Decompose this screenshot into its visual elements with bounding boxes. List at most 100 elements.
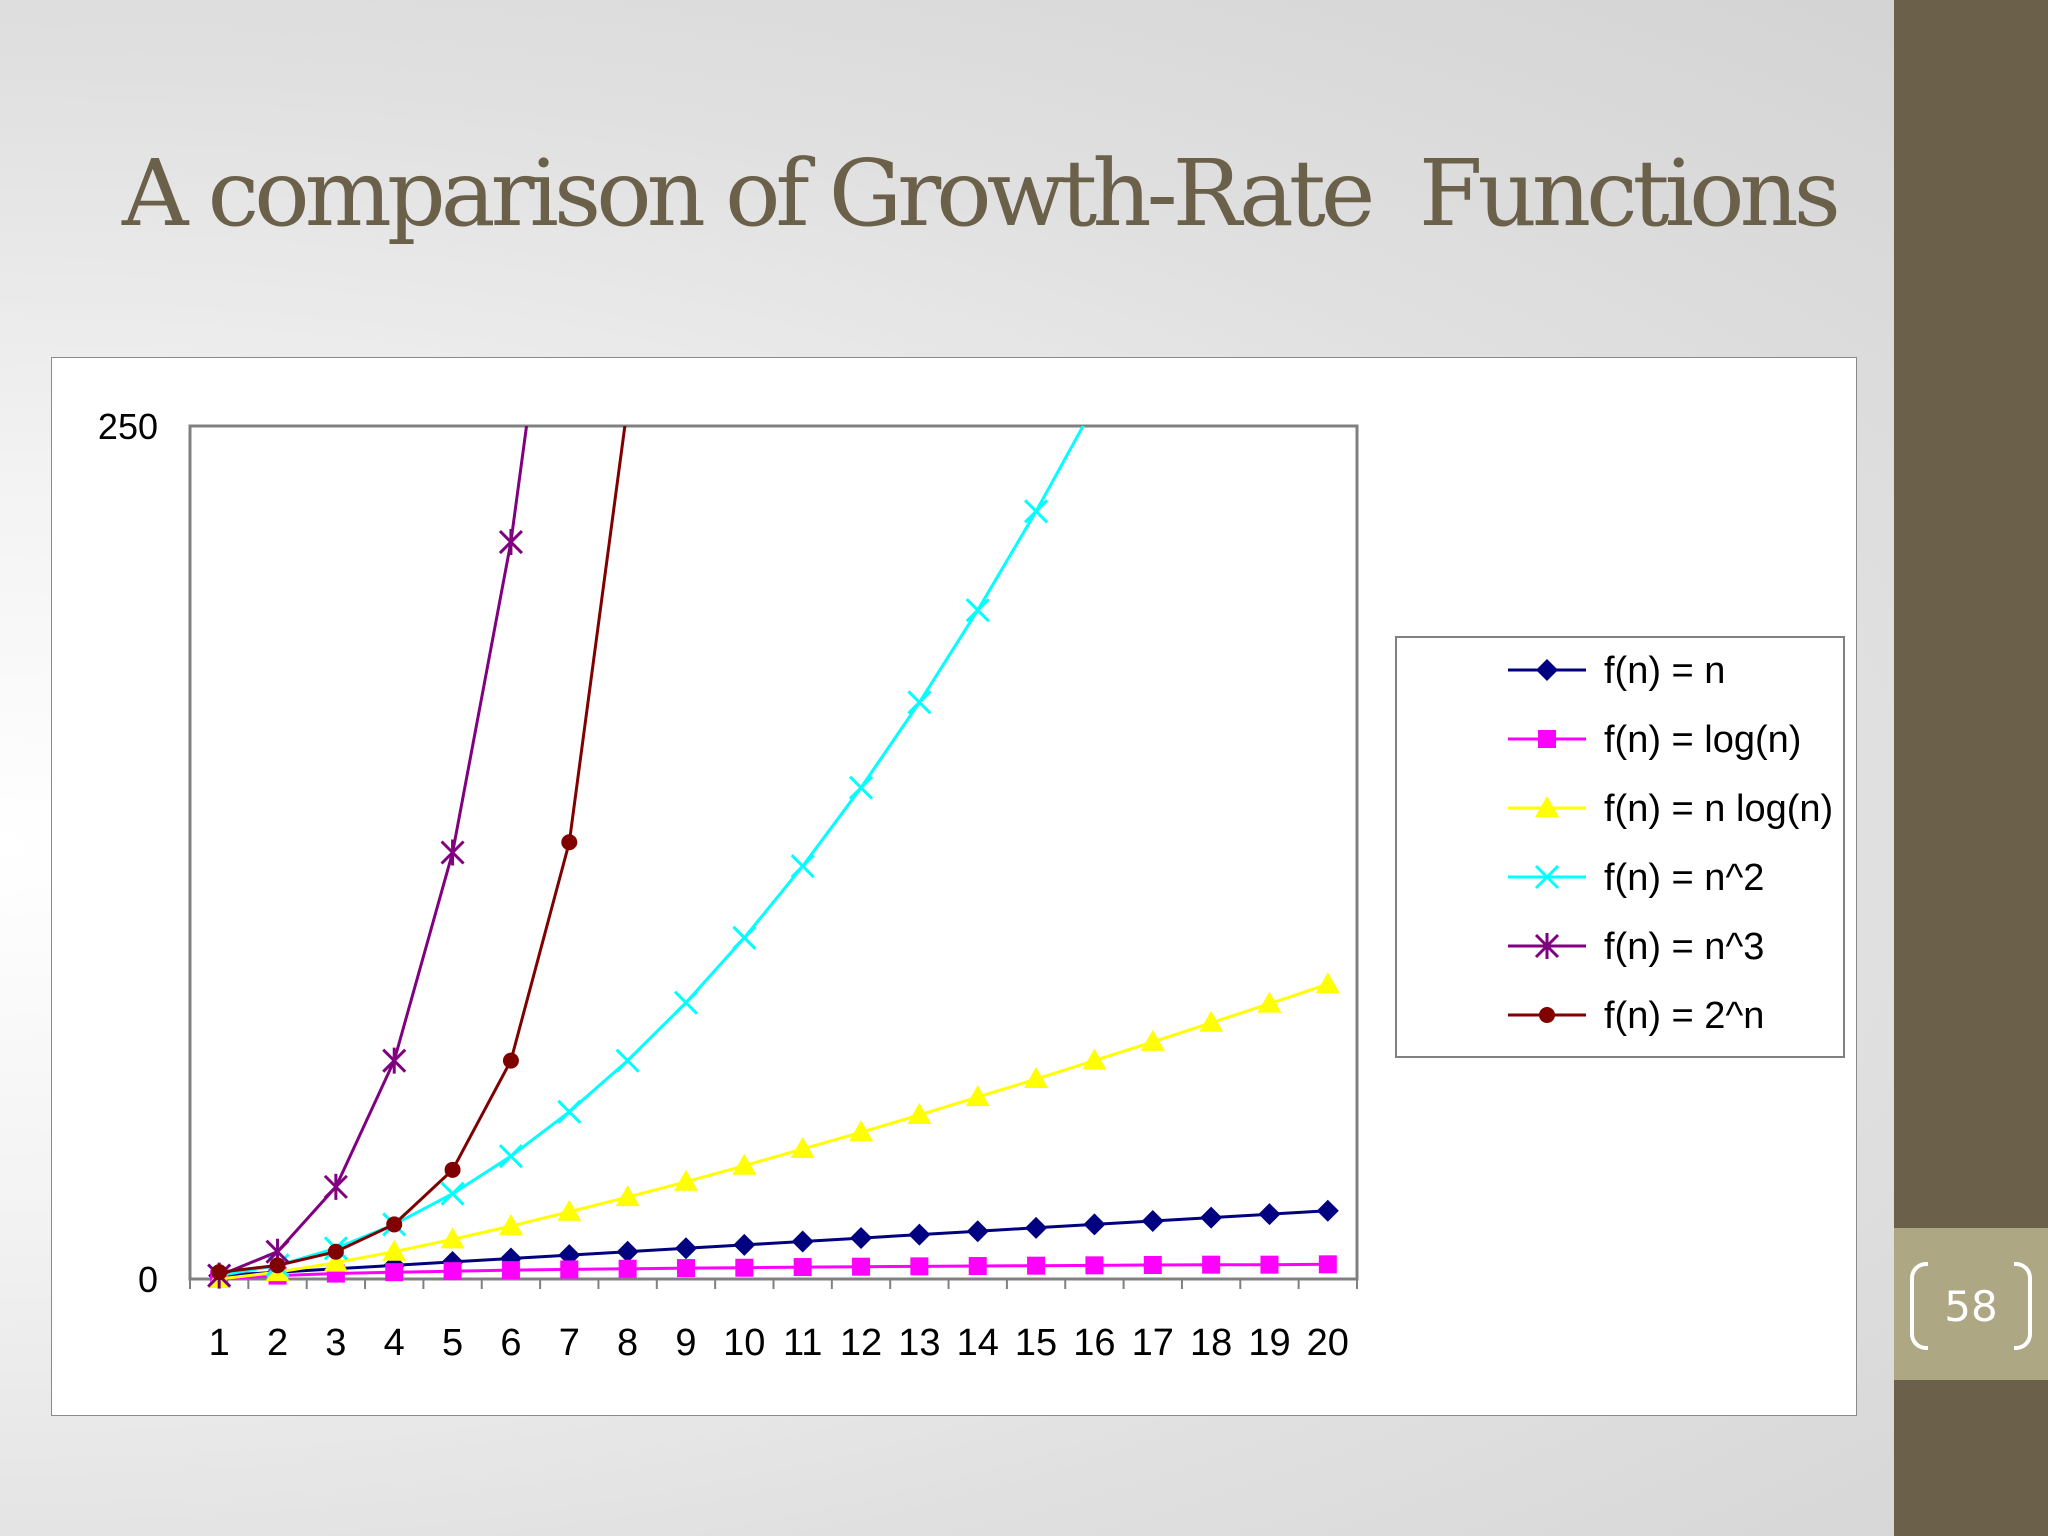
x-tick-label: 14: [957, 1322, 999, 1364]
data-point: [910, 1257, 929, 1276]
marker-shape: [498, 529, 523, 556]
marker-shape: [501, 1261, 520, 1280]
data-point: [1141, 1209, 1164, 1232]
data-point: [440, 1181, 465, 1206]
marker-shape: [269, 1257, 286, 1274]
legend-item: f(n) = 2^n: [1508, 995, 1764, 1037]
marker-shape: [1200, 1206, 1223, 1229]
marker-shape: [618, 1259, 637, 1278]
data-point: [382, 1239, 407, 1261]
data-point: [269, 1257, 286, 1274]
chart-panel: 250 0 1 2 3 4 5 6 7 8 9 10 11 12 13 14 15 16 17 18 19 20 f(n) …: [51, 357, 1857, 1416]
series-line: [219, 982, 1329, 1281]
marker-shape: [615, 1048, 640, 1073]
data-point: [498, 1144, 523, 1169]
marker-shape: [386, 1216, 403, 1233]
series-line: [218, 426, 529, 1277]
data-point: [850, 1227, 873, 1250]
marker-shape: [444, 1161, 461, 1178]
x-tick-label: 4: [384, 1322, 405, 1364]
data-point: [618, 1259, 637, 1278]
data-point: [1082, 1048, 1107, 1070]
data-point: [561, 834, 578, 851]
data-point: [1258, 1203, 1281, 1226]
data-point: [560, 1260, 579, 1279]
data-point: [1024, 499, 1049, 524]
marker-shape: [907, 1102, 932, 1124]
marker-shape: [1316, 1199, 1339, 1222]
marker-shape: [382, 1239, 407, 1261]
x-tick-label: 1: [209, 1322, 230, 1364]
x-tick-label: 18: [1190, 1322, 1232, 1364]
marker-shape: [561, 834, 578, 851]
x-tick-label: 16: [1073, 1322, 1115, 1364]
x-tick-label: 19: [1248, 1322, 1290, 1364]
data-point: [733, 1233, 756, 1256]
data-point: [966, 1220, 989, 1243]
marker-shape: [673, 1169, 698, 1191]
data-point: [1025, 1216, 1048, 1239]
marker-shape: [1083, 1213, 1106, 1236]
marker-shape: [674, 1237, 697, 1260]
marker-shape: [968, 1257, 987, 1276]
legend-marker: [1534, 933, 1560, 959]
marker-shape: [499, 1247, 522, 1270]
data-point: [848, 775, 874, 800]
legend-marker: [1535, 796, 1559, 817]
series-line: [219, 1262, 1328, 1281]
data-point: [382, 1047, 407, 1074]
data-point: [1260, 1255, 1279, 1274]
marker-shape: [557, 1199, 582, 1221]
series-f-n-log-n: [210, 1255, 1337, 1288]
x-tick-label: 17: [1132, 1322, 1174, 1364]
data-point: [732, 1153, 757, 1175]
slide-title: A comparison of Growth-Rate Functions: [122, 140, 1841, 247]
marker-shape: [1534, 864, 1560, 890]
marker-shape: [1202, 1255, 1221, 1274]
marker-shape: [1539, 1007, 1555, 1023]
marker-shape: [735, 1258, 754, 1277]
legend-label: f(n) = n^2: [1604, 857, 1764, 899]
data-point: [1143, 1256, 1162, 1275]
marker-shape: [440, 839, 465, 866]
x-tick-label: 8: [617, 1322, 638, 1364]
page-number-box: [1894, 1228, 2048, 1380]
x-tick-label: 9: [675, 1322, 696, 1364]
y-tick-label: 250: [98, 406, 158, 447]
x-tick-label: 13: [898, 1322, 940, 1364]
data-point: [616, 1240, 639, 1263]
marker-shape: [1535, 796, 1559, 817]
legend-marker: [1539, 1007, 1555, 1023]
x-tick-label: 11: [783, 1322, 822, 1364]
data-point: [849, 1120, 874, 1142]
marker-shape: [1024, 499, 1049, 524]
marker-shape: [1199, 1010, 1224, 1032]
data-point: [386, 1216, 403, 1233]
marker-shape: [1257, 991, 1282, 1013]
data-point: [968, 1257, 987, 1276]
marker-shape: [732, 1153, 757, 1175]
data-point: [965, 1085, 990, 1107]
marker-shape: [1085, 1256, 1104, 1275]
data-point: [498, 1214, 523, 1236]
legend-label: f(n) = 2^n: [1604, 995, 1764, 1037]
data-point: [676, 1259, 695, 1278]
marker-shape: [965, 1085, 990, 1107]
data-point: [499, 1247, 522, 1270]
marker-shape: [1140, 1029, 1165, 1051]
data-point: [501, 1261, 520, 1280]
marker-shape: [732, 925, 757, 950]
x-tick-label: 20: [1307, 1322, 1349, 1364]
data-point: [323, 1250, 348, 1272]
marker-shape: [498, 1214, 523, 1236]
marker-shape: [1318, 1255, 1337, 1274]
marker-shape: [560, 1260, 579, 1279]
marker-shape: [966, 1220, 989, 1243]
data-point: [1140, 1029, 1165, 1051]
marker-shape: [385, 1263, 404, 1282]
marker-shape: [1024, 1067, 1049, 1089]
marker-shape: [733, 1233, 756, 1256]
marker-shape: [440, 1181, 465, 1206]
marker-shape: [907, 690, 932, 715]
